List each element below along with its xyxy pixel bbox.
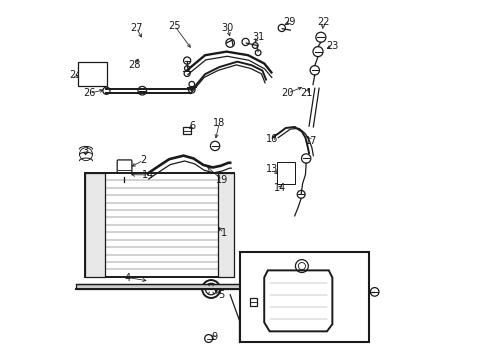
Text: 10: 10 xyxy=(289,325,301,335)
Text: 23: 23 xyxy=(325,41,338,50)
Text: 7: 7 xyxy=(245,301,251,311)
Text: 18: 18 xyxy=(213,118,225,128)
Bar xyxy=(250,298,256,306)
Text: 24: 24 xyxy=(69,70,81,80)
Text: 20: 20 xyxy=(281,88,293,98)
Text: 2: 2 xyxy=(140,155,146,165)
Bar xyxy=(217,173,233,277)
Text: 5: 5 xyxy=(218,291,224,301)
Bar xyxy=(85,173,104,277)
Text: 4: 4 xyxy=(124,273,131,283)
Text: 22: 22 xyxy=(317,17,329,27)
Text: 15: 15 xyxy=(262,273,275,283)
Text: 9: 9 xyxy=(210,332,217,342)
Bar xyxy=(85,173,233,277)
Bar xyxy=(276,162,294,184)
Bar xyxy=(76,284,242,289)
Bar xyxy=(183,127,190,134)
Text: 26: 26 xyxy=(83,88,96,98)
Text: 12: 12 xyxy=(299,269,312,279)
Bar xyxy=(78,62,107,86)
Text: 14: 14 xyxy=(273,183,285,193)
Text: 30: 30 xyxy=(221,23,233,33)
Text: 31: 31 xyxy=(251,32,264,41)
FancyBboxPatch shape xyxy=(117,160,132,178)
Text: 16: 16 xyxy=(266,134,278,144)
Text: 28: 28 xyxy=(127,59,140,69)
Text: 14: 14 xyxy=(142,170,154,180)
Text: 19: 19 xyxy=(216,175,228,185)
Text: 27: 27 xyxy=(130,23,142,33)
Text: 6: 6 xyxy=(189,121,195,131)
Text: 1: 1 xyxy=(220,228,226,238)
Text: 3: 3 xyxy=(81,146,88,156)
Bar xyxy=(240,252,368,342)
Text: 13: 13 xyxy=(266,164,278,174)
Text: 11: 11 xyxy=(262,312,274,322)
Text: 17: 17 xyxy=(305,136,317,145)
Text: 25: 25 xyxy=(168,21,181,31)
Text: 21: 21 xyxy=(299,88,312,98)
Text: 29: 29 xyxy=(283,17,295,27)
Text: 8: 8 xyxy=(355,288,362,298)
